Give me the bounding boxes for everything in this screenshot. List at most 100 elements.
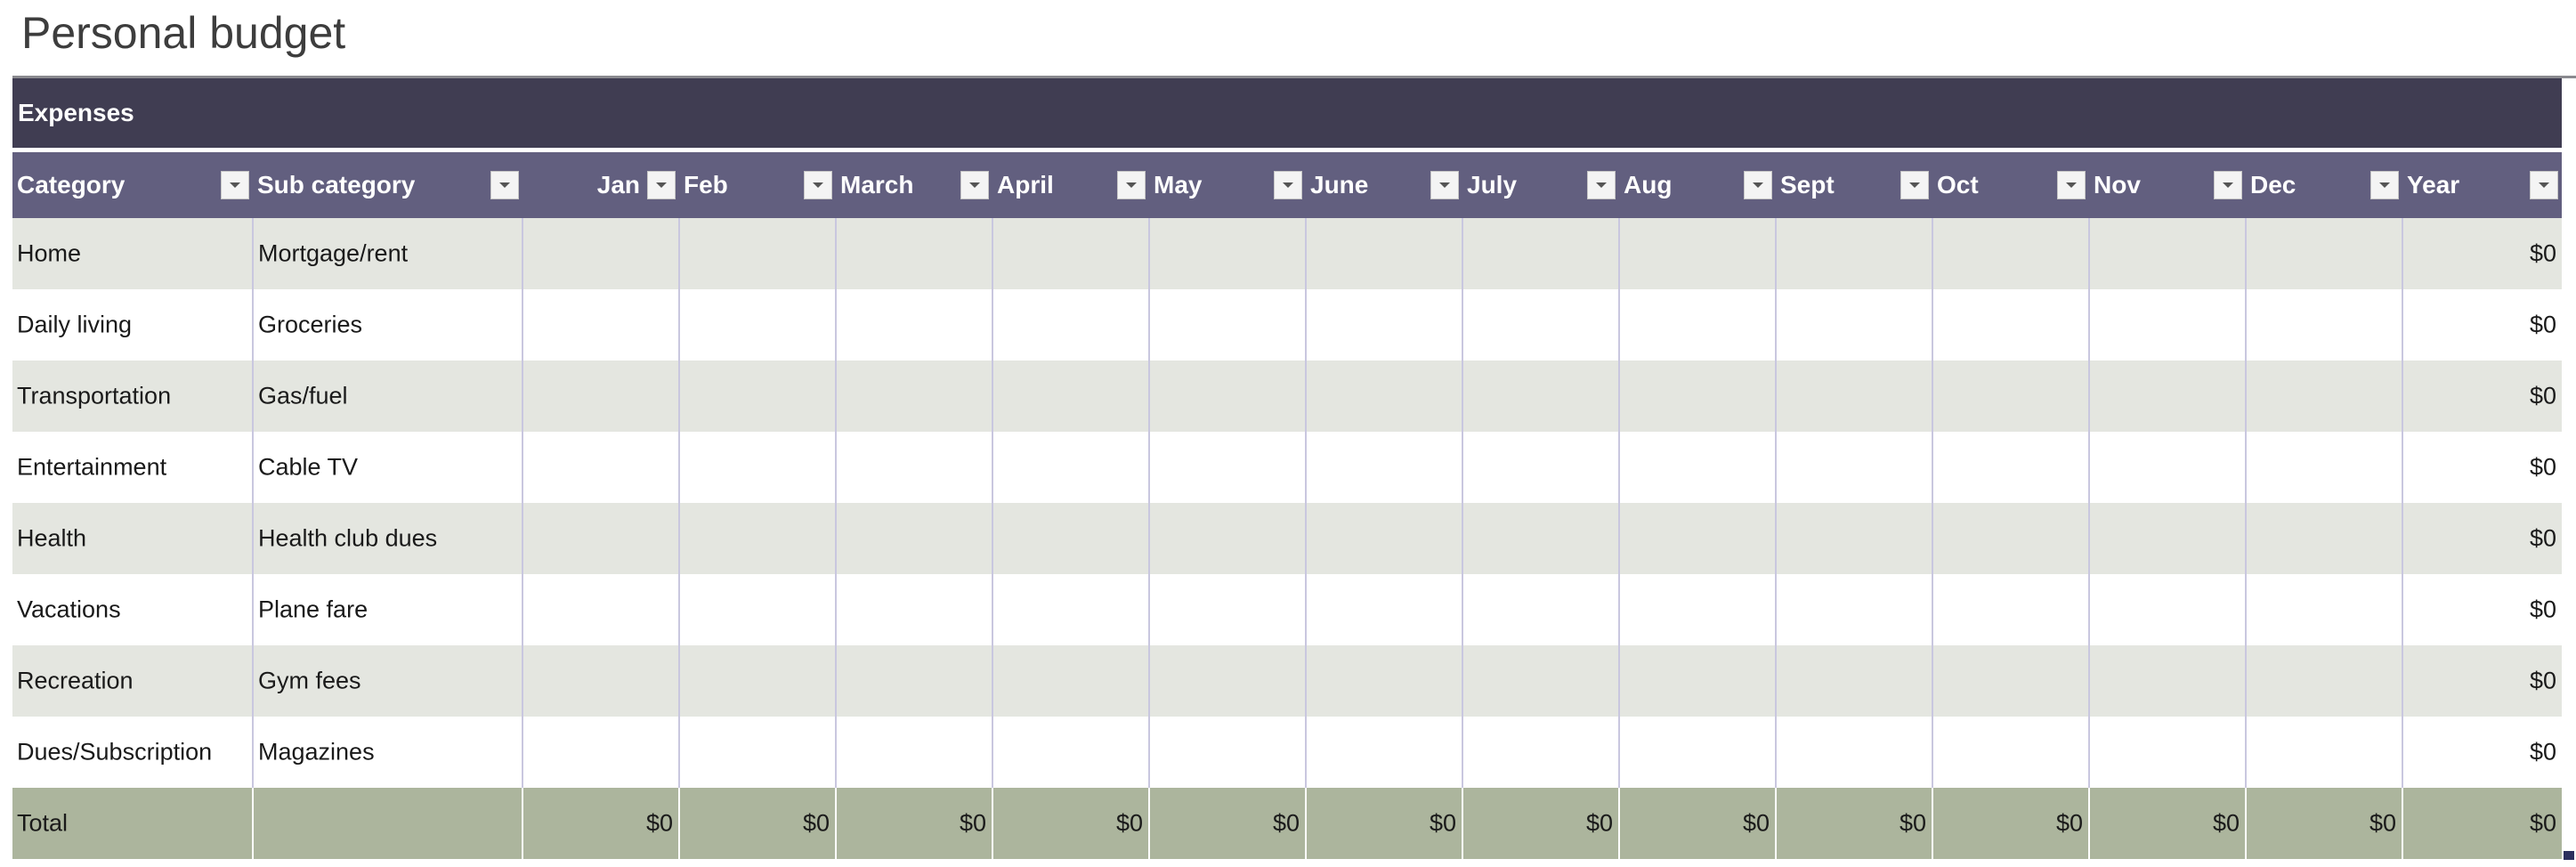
filter-dropdown-icon[interactable]	[1744, 171, 1772, 199]
subcategory-cell[interactable]: Gas/fuel	[252, 361, 522, 432]
total-label-cell[interactable]: Total	[12, 788, 253, 859]
month-cell-jan[interactable]	[522, 503, 679, 574]
month-cell-march[interactable]	[835, 717, 992, 788]
month-cell-nov[interactable]	[2088, 289, 2246, 361]
month-cell-nov[interactable]	[2088, 432, 2246, 503]
category-cell[interactable]: Vacations	[12, 574, 253, 645]
month-cell-dec[interactable]	[2245, 503, 2402, 574]
month-cell-july[interactable]	[1462, 645, 1619, 717]
column-header-april[interactable]: April	[992, 152, 1149, 218]
total-cell-may[interactable]: $0	[1148, 788, 1306, 859]
month-cell-march[interactable]	[835, 574, 992, 645]
month-cell-feb[interactable]	[678, 289, 836, 361]
month-cell-nov[interactable]	[2088, 503, 2246, 574]
month-cell-nov[interactable]	[2088, 645, 2246, 717]
month-cell-sept[interactable]	[1775, 717, 1932, 788]
month-cell-oct[interactable]	[1932, 645, 2089, 717]
month-cell-may[interactable]	[1148, 361, 1306, 432]
month-cell-dec[interactable]	[2245, 574, 2402, 645]
month-cell-july[interactable]	[1462, 717, 1619, 788]
subcategory-cell[interactable]: Health club dues	[252, 503, 522, 574]
month-cell-march[interactable]	[835, 432, 992, 503]
month-cell-nov[interactable]	[2088, 218, 2246, 289]
month-cell-may[interactable]	[1148, 717, 1306, 788]
month-cell-aug[interactable]	[1618, 503, 1776, 574]
month-cell-sept[interactable]	[1775, 645, 1932, 717]
total-cell-aug[interactable]: $0	[1618, 788, 1776, 859]
month-cell-june[interactable]	[1305, 432, 1462, 503]
month-cell-june[interactable]	[1305, 218, 1462, 289]
month-cell-jan[interactable]	[522, 361, 679, 432]
month-cell-march[interactable]	[835, 218, 992, 289]
month-cell-feb[interactable]	[678, 645, 836, 717]
category-cell[interactable]: Dues/Subscription	[12, 717, 253, 788]
filter-dropdown-icon[interactable]	[1274, 171, 1302, 199]
column-header-subcategory[interactable]: Sub category	[253, 152, 522, 218]
month-cell-oct[interactable]	[1932, 574, 2089, 645]
month-cell-oct[interactable]	[1932, 503, 2089, 574]
month-cell-jan[interactable]	[522, 289, 679, 361]
month-cell-oct[interactable]	[1932, 289, 2089, 361]
year-total-cell[interactable]: $0	[2402, 574, 2562, 645]
total-cell-feb[interactable]: $0	[678, 788, 836, 859]
month-cell-feb[interactable]	[678, 432, 836, 503]
month-cell-jan[interactable]	[522, 218, 679, 289]
column-header-aug[interactable]: Aug	[1619, 152, 1776, 218]
month-cell-may[interactable]	[1148, 218, 1306, 289]
month-cell-aug[interactable]	[1618, 645, 1776, 717]
column-header-june[interactable]: June	[1306, 152, 1462, 218]
month-cell-july[interactable]	[1462, 289, 1619, 361]
month-cell-jan[interactable]	[522, 645, 679, 717]
month-cell-june[interactable]	[1305, 717, 1462, 788]
month-cell-nov[interactable]	[2088, 717, 2246, 788]
month-cell-sept[interactable]	[1775, 218, 1932, 289]
month-cell-june[interactable]	[1305, 503, 1462, 574]
total-cell-jan[interactable]: $0	[522, 788, 679, 859]
subcategory-cell[interactable]: Magazines	[252, 717, 522, 788]
total-cell-oct[interactable]: $0	[1932, 788, 2089, 859]
month-cell-april[interactable]	[992, 218, 1149, 289]
month-cell-oct[interactable]	[1932, 361, 2089, 432]
subcategory-cell[interactable]: Mortgage/rent	[252, 218, 522, 289]
filter-dropdown-icon[interactable]	[1900, 171, 1929, 199]
total-cell-april[interactable]: $0	[992, 788, 1149, 859]
month-cell-aug[interactable]	[1618, 574, 1776, 645]
month-cell-july[interactable]	[1462, 574, 1619, 645]
column-header-may[interactable]: May	[1149, 152, 1306, 218]
category-cell[interactable]: Daily living	[12, 289, 253, 361]
month-cell-oct[interactable]	[1932, 432, 2089, 503]
month-cell-sept[interactable]	[1775, 574, 1932, 645]
subcategory-cell[interactable]: Groceries	[252, 289, 522, 361]
column-header-dec[interactable]: Dec	[2246, 152, 2402, 218]
column-header-jan[interactable]: Jan	[522, 152, 679, 218]
month-cell-feb[interactable]	[678, 717, 836, 788]
total-cell-nov[interactable]: $0	[2088, 788, 2246, 859]
section-header-expenses[interactable]: Expenses	[12, 78, 2562, 148]
filter-dropdown-icon[interactable]	[1430, 171, 1459, 199]
month-cell-april[interactable]	[992, 503, 1149, 574]
month-cell-sept[interactable]	[1775, 289, 1932, 361]
filter-dropdown-icon[interactable]	[2530, 171, 2558, 199]
category-cell[interactable]: Health	[12, 503, 253, 574]
month-cell-april[interactable]	[992, 645, 1149, 717]
month-cell-feb[interactable]	[678, 361, 836, 432]
column-header-category[interactable]: Category	[12, 152, 253, 218]
column-header-nov[interactable]: Nov	[2089, 152, 2246, 218]
year-total-cell[interactable]: $0	[2402, 717, 2562, 788]
filter-dropdown-icon[interactable]	[2370, 171, 2399, 199]
month-cell-sept[interactable]	[1775, 503, 1932, 574]
month-cell-may[interactable]	[1148, 289, 1306, 361]
month-cell-dec[interactable]	[2245, 717, 2402, 788]
subcategory-cell[interactable]: Cable TV	[252, 432, 522, 503]
subcategory-cell[interactable]: Gym fees	[252, 645, 522, 717]
filter-dropdown-icon[interactable]	[1587, 171, 1616, 199]
month-cell-may[interactable]	[1148, 503, 1306, 574]
year-total-cell[interactable]: $0	[2402, 289, 2562, 361]
column-header-july[interactable]: July	[1462, 152, 1619, 218]
month-cell-march[interactable]	[835, 645, 992, 717]
year-total-cell[interactable]: $0	[2402, 432, 2562, 503]
month-cell-jan[interactable]	[522, 717, 679, 788]
year-total-cell[interactable]: $0	[2402, 218, 2562, 289]
filter-dropdown-icon[interactable]	[2214, 171, 2242, 199]
filter-dropdown-icon[interactable]	[221, 171, 249, 199]
